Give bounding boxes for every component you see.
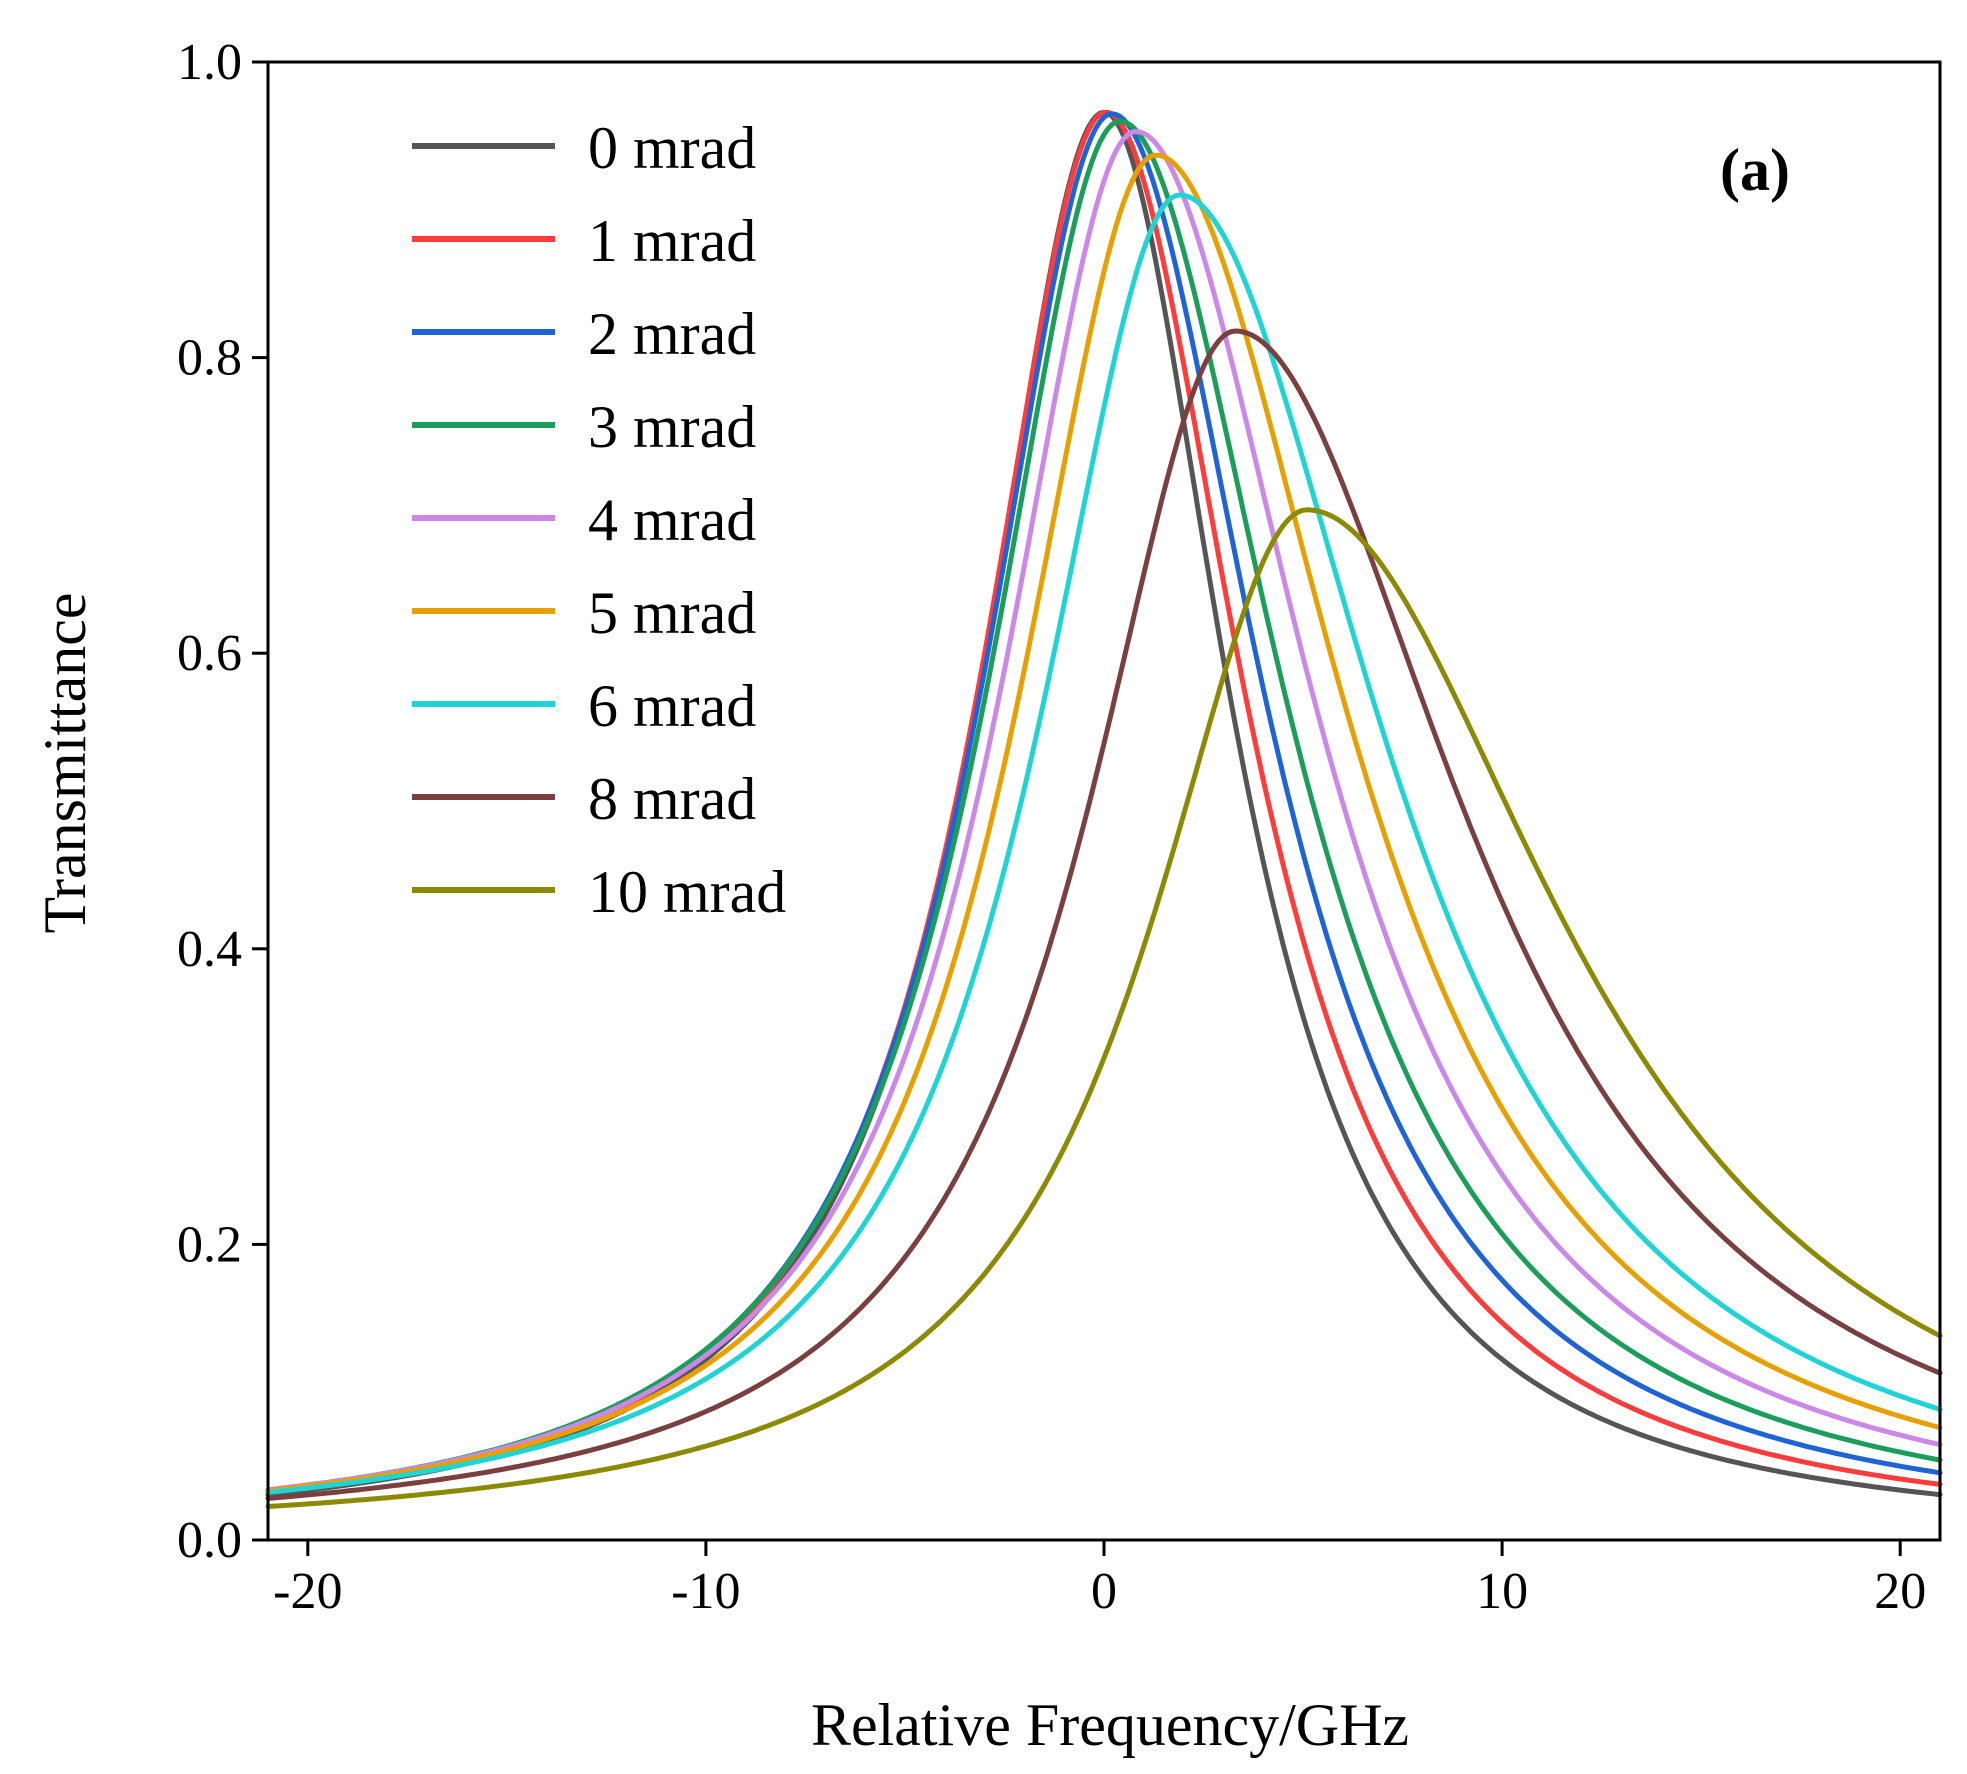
- tick-layer: -20 -10 0 10 20 0.0 0.2 0.4 0.6 0.8 1.0: [177, 34, 1926, 1620]
- y-tick-label: 0.2: [177, 1216, 242, 1273]
- x-axis-label: Relative Frequency/GHz: [811, 1692, 1409, 1758]
- legend-label: 0 mrad: [588, 115, 756, 181]
- y-axis-label: Transmittance: [32, 592, 98, 933]
- series-line-8-mrad: [265, 328, 1943, 1501]
- x-tick-label: 10: [1476, 1563, 1528, 1620]
- x-tick-label: 0: [1091, 1563, 1117, 1620]
- legend-label: 10 mrad: [588, 859, 786, 925]
- y-tick-label: 0.4: [177, 921, 242, 978]
- series-line-4-mrad: [265, 129, 1943, 1493]
- legend-label: 2 mrad: [588, 301, 756, 367]
- legend-label: 4 mrad: [588, 487, 756, 553]
- panel-label: (a): [1720, 137, 1790, 203]
- y-tick-label: 0.0: [177, 1512, 242, 1569]
- x-tick-label: -10: [671, 1563, 740, 1620]
- y-tick-label: 1.0: [177, 34, 242, 91]
- legend-label: 5 mrad: [588, 580, 756, 646]
- legend-label: 1 mrad: [588, 208, 756, 274]
- y-tick-label: 0.8: [177, 330, 242, 387]
- x-tick-label: 20: [1874, 1563, 1926, 1620]
- legend: 0 mrad 1 mrad 2 mrad 3 mrad 4 mrad 5 mrad 6 mr…: [412, 115, 786, 925]
- series-line-6-mrad: [265, 192, 1943, 1495]
- legend-label: 8 mrad: [588, 766, 756, 832]
- legend-label: 3 mrad: [588, 394, 756, 460]
- series-layer: [265, 109, 1943, 1509]
- legend-label: 6 mrad: [588, 673, 756, 739]
- series-line-5-mrad: [265, 152, 1943, 1493]
- series-line-10-mrad: [265, 507, 1943, 1509]
- x-tick-label: -20: [273, 1563, 342, 1620]
- y-tick-label: 0.6: [177, 625, 242, 682]
